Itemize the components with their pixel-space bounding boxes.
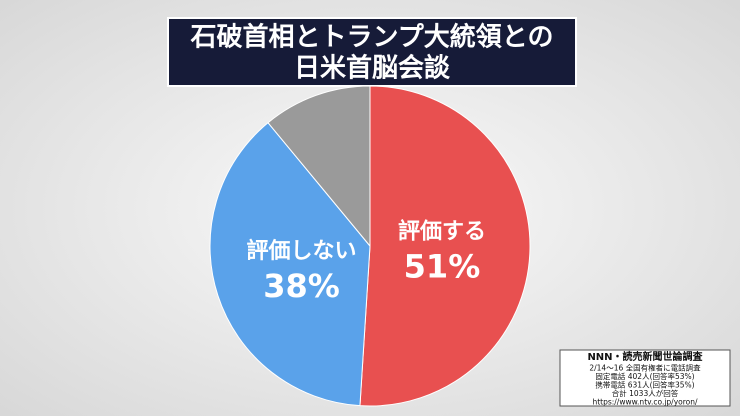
source-line: 固定電話 402人(回答率53%) (595, 371, 694, 381)
source-line: 合計 1033人が回答 (612, 388, 679, 398)
source-line: NNN・読売新聞世論調査 (587, 350, 703, 363)
source-box (559, 349, 731, 407)
slice-label: 評価する (398, 218, 486, 244)
chart-title: 石破首相とトランプ大統領との (190, 22, 554, 53)
source-line: 携帯電話 631人(回答率35%) (595, 380, 694, 390)
source-line: https://www.ntv.co.jp/yoron/ (592, 398, 698, 407)
pie-slice (209, 122, 371, 407)
slice-value: 51% (404, 247, 481, 285)
pie-slice (359, 85, 531, 407)
title-box (167, 17, 577, 87)
slice-label: 評価しない (247, 238, 357, 264)
pie-slice (267, 85, 371, 248)
chart-title: 日米首脳会談 (294, 53, 451, 84)
slice-value: 38% (263, 267, 340, 305)
source-line: 2/14〜16 全国有権者に電話調査 (589, 363, 701, 373)
